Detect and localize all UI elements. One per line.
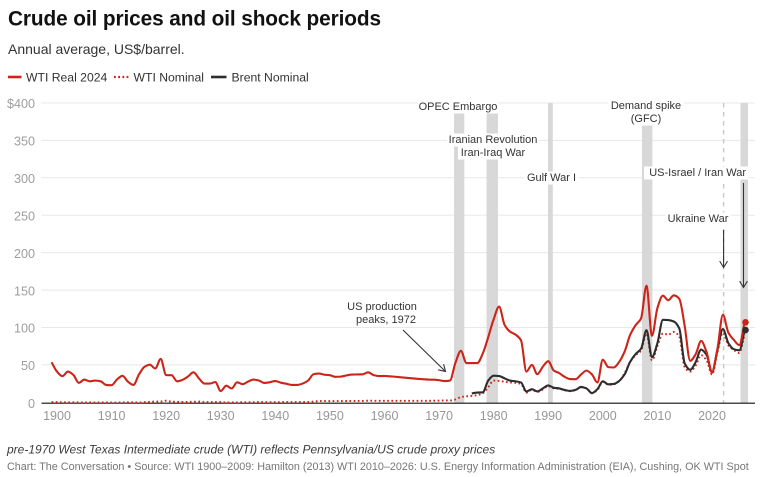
svg-text:2020: 2020	[698, 409, 726, 423]
svg-text:350: 350	[14, 135, 35, 149]
svg-text:1940: 1940	[261, 409, 289, 423]
svg-text:pre-1970 West Texas Intermedia: pre-1970 West Texas Intermediate crude (…	[6, 443, 495, 457]
svg-text:Brent Nominal: Brent Nominal	[232, 71, 309, 85]
svg-text:$400: $400	[7, 97, 35, 111]
svg-text:US-Israel / Iran War: US-Israel / Iran War	[649, 167, 746, 179]
svg-text:1950: 1950	[316, 409, 344, 423]
svg-text:150: 150	[14, 284, 35, 298]
svg-text:2000: 2000	[589, 409, 617, 423]
svg-text:(GFC): (GFC)	[631, 113, 662, 125]
svg-text:Iranian Revolution: Iranian Revolution	[449, 134, 538, 146]
svg-text:50: 50	[21, 359, 35, 373]
svg-text:1920: 1920	[152, 409, 180, 423]
svg-text:Demand spike: Demand spike	[611, 100, 681, 112]
svg-text:US production: US production	[347, 301, 417, 313]
svg-text:Annual average, US$/barrel.: Annual average, US$/barrel.	[8, 41, 185, 57]
svg-text:300: 300	[14, 172, 35, 186]
svg-text:1970: 1970	[425, 409, 453, 423]
svg-text:1960: 1960	[371, 409, 399, 423]
svg-text:Chart: The Conversation • Sour: Chart: The Conversation • Source: WTI 19…	[7, 461, 749, 473]
svg-text:Iran-Iraq War: Iran-Iraq War	[461, 147, 526, 159]
svg-text:0: 0	[28, 397, 35, 411]
svg-text:WTI Real 2024: WTI Real 2024	[26, 71, 108, 85]
svg-text:Ukraine War: Ukraine War	[668, 213, 729, 225]
svg-text:2010: 2010	[643, 409, 671, 423]
svg-text:Gulf War I: Gulf War I	[527, 172, 576, 184]
svg-text:OPEC Embargo: OPEC Embargo	[419, 101, 498, 113]
svg-text:1900: 1900	[43, 409, 71, 423]
svg-text:250: 250	[14, 209, 35, 223]
svg-text:1990: 1990	[534, 409, 562, 423]
svg-text:200: 200	[14, 247, 35, 261]
svg-text:1980: 1980	[480, 409, 508, 423]
svg-text:1930: 1930	[207, 409, 235, 423]
svg-text:1910: 1910	[98, 409, 126, 423]
svg-text:peaks, 1972: peaks, 1972	[356, 314, 416, 326]
svg-text:Crude oil prices and oil shock: Crude oil prices and oil shock periods	[8, 8, 381, 31]
svg-text:WTI Nominal: WTI Nominal	[134, 71, 204, 85]
svg-text:100: 100	[14, 322, 35, 336]
